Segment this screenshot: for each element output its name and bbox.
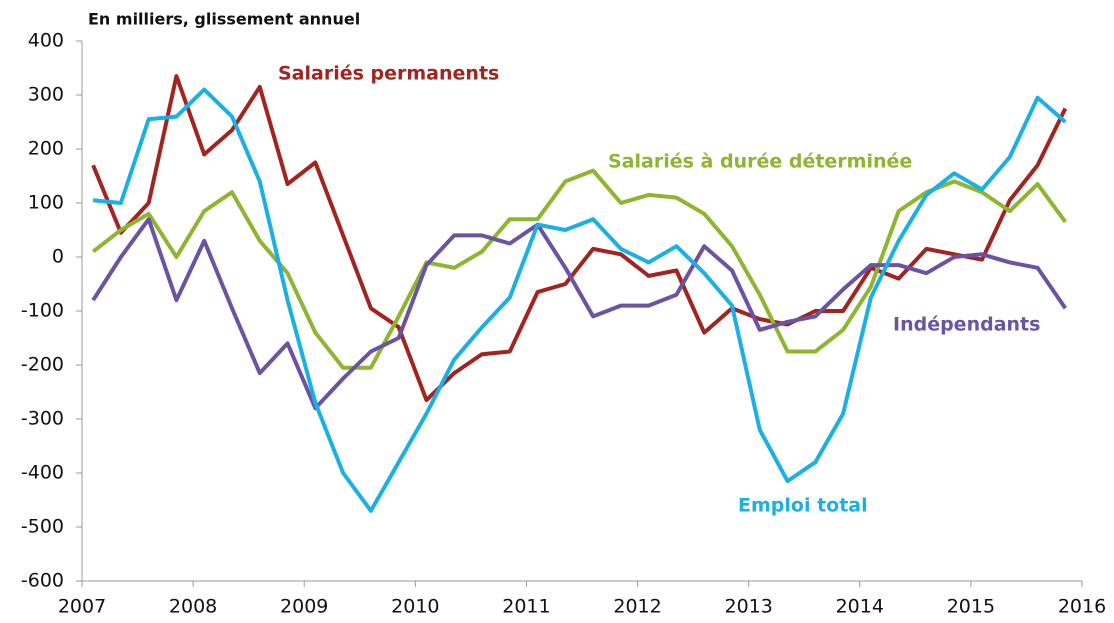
series-line	[91, 168, 1067, 370]
x-tick-label: 2008	[169, 596, 217, 618]
y-tick-label: -200	[21, 354, 64, 376]
series-label: Salariés à durée déterminée	[608, 151, 912, 173]
y-tick-label: -100	[21, 300, 64, 322]
series-line	[91, 217, 1067, 411]
y-tick-label: 100	[28, 192, 64, 214]
x-tick-label: 2016	[1058, 596, 1106, 618]
x-tick-label: 2012	[613, 596, 661, 618]
x-tick-label: 2015	[947, 596, 995, 618]
y-tick-label: -300	[21, 408, 64, 430]
x-tick-label: 2010	[391, 596, 439, 618]
series-line	[92, 87, 1067, 513]
y-tick-label: 200	[28, 138, 64, 160]
y-tick-label: -600	[21, 570, 64, 592]
chart-title: En milliers, glissement annuel	[88, 10, 360, 29]
series-label: Indépendants	[893, 314, 1040, 336]
y-tick-label: -500	[21, 516, 64, 538]
y-tick-label: 400	[28, 30, 64, 52]
x-tick-label: 2009	[280, 596, 328, 618]
series-label: Salariés permanents	[278, 63, 499, 85]
x-tick-label: 2007	[58, 596, 106, 618]
x-tick-label: 2013	[724, 596, 772, 618]
series-label: Emploi total	[738, 495, 868, 517]
y-tick-label: -400	[21, 462, 64, 484]
x-tick-label: 2011	[502, 596, 550, 618]
y-tick-label: 0	[52, 246, 64, 268]
x-tick-label: 2014	[836, 596, 884, 618]
series-line	[91, 74, 1068, 403]
y-tick-label: 300	[28, 84, 64, 106]
